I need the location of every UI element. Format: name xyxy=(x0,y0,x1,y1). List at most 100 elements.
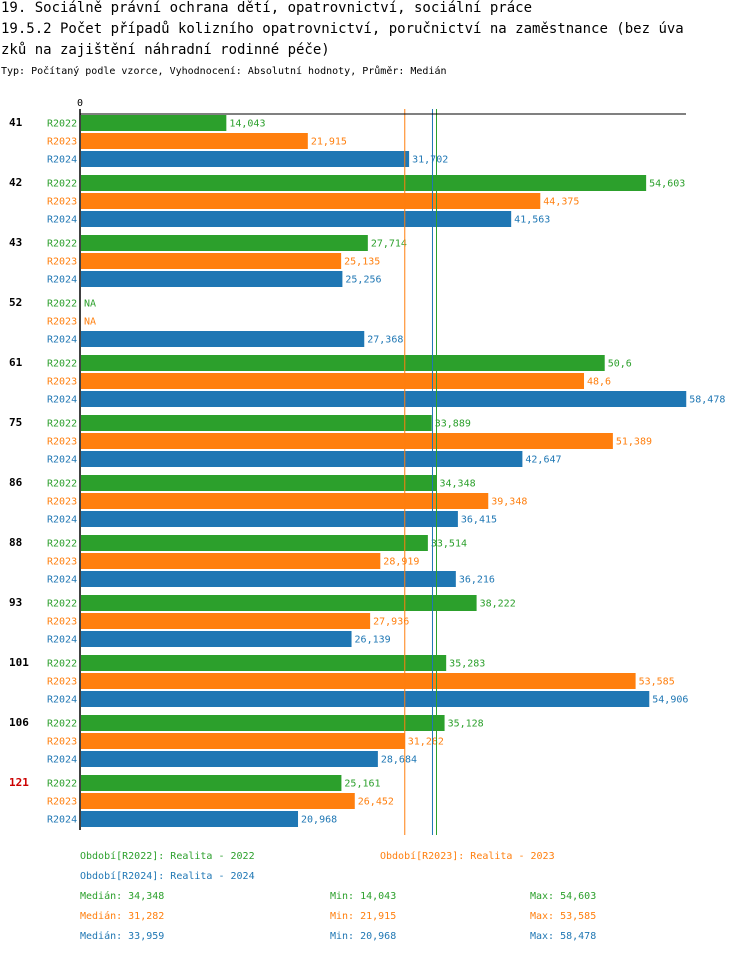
data-label: 27,368 xyxy=(367,335,403,346)
data-label: 54,906 xyxy=(652,695,688,706)
bar xyxy=(81,775,342,791)
bar xyxy=(81,391,687,407)
axis-zero-label: 0 xyxy=(77,98,83,109)
data-label: 48,6 xyxy=(587,377,611,388)
data-label: 31,702 xyxy=(412,155,448,166)
group-label: 41 xyxy=(9,116,23,129)
series-label: R2022 xyxy=(47,599,77,610)
bar xyxy=(81,553,381,569)
group-label: 101 xyxy=(9,656,29,669)
group-label: 86 xyxy=(9,476,23,489)
bar xyxy=(81,511,458,527)
series-label: R2023 xyxy=(47,137,77,148)
data-label: 26,452 xyxy=(358,797,394,808)
series-label: R2022 xyxy=(47,119,77,130)
data-label: 28,684 xyxy=(381,755,417,766)
data-label: 31,282 xyxy=(408,737,444,748)
legend-period-r2022: Období[R2022]: Realita - 2022 xyxy=(80,851,255,862)
series-label: R2023 xyxy=(47,377,77,388)
data-label: 26,139 xyxy=(355,635,391,646)
series-label: R2022 xyxy=(47,419,77,430)
series-label: R2022 xyxy=(47,359,77,370)
data-label: NA xyxy=(84,317,96,328)
data-label: 33,514 xyxy=(431,539,467,550)
series-label: R2024 xyxy=(47,275,77,286)
bar xyxy=(81,373,585,389)
data-label: 27,936 xyxy=(373,617,409,628)
series-label: R2022 xyxy=(47,659,77,670)
data-label: 51,389 xyxy=(616,437,652,448)
bar xyxy=(81,271,343,287)
chart-title-line3: zků na zajištění náhradní rodinné péče) xyxy=(1,42,330,58)
legend-max-r2022: Max: 54,603 xyxy=(530,891,597,902)
bar xyxy=(81,115,227,131)
series-label: R2023 xyxy=(47,437,77,448)
data-label: 44,375 xyxy=(543,197,579,208)
legend-period-r2023: Období[R2023]: Realita - 2023 xyxy=(380,851,555,862)
group-label: 121 xyxy=(9,776,29,789)
series-label: R2022 xyxy=(47,479,77,490)
group-label: 42 xyxy=(9,176,22,189)
data-label: 53,585 xyxy=(639,677,675,688)
series-label: R2024 xyxy=(47,575,77,586)
chart-title-line1: 19. Sociálně právní ochrana dětí, opatro… xyxy=(1,0,533,16)
bar xyxy=(81,211,512,227)
group-label: 106 xyxy=(9,716,29,729)
bar xyxy=(81,415,432,431)
series-label: R2023 xyxy=(47,737,77,748)
group-label: 93 xyxy=(9,596,22,609)
series-label: R2024 xyxy=(47,335,77,346)
chart-subtitle: Typ: Počítaný podle vzorce, Vyhodnocení:… xyxy=(1,66,447,77)
group-label: 61 xyxy=(9,356,23,369)
data-label: 35,128 xyxy=(448,719,484,730)
legend-period-r2024: Období[R2024]: Realita - 2024 xyxy=(80,871,255,882)
legend-max-r2023: Max: 53,585 xyxy=(530,911,597,922)
data-label: 41,563 xyxy=(514,215,550,226)
bar xyxy=(81,751,378,767)
bar xyxy=(81,631,352,647)
series-label: R2024 xyxy=(47,455,77,466)
series-label: R2024 xyxy=(47,395,77,406)
data-label: NA xyxy=(84,299,96,310)
group-label: 75 xyxy=(9,416,22,429)
series-label: R2023 xyxy=(47,797,77,808)
series-label: R2022 xyxy=(47,779,77,790)
series-label: R2022 xyxy=(47,719,77,730)
bar xyxy=(81,133,308,149)
bar xyxy=(81,733,405,749)
series-label: R2024 xyxy=(47,215,77,226)
bar xyxy=(81,715,445,731)
data-label: 39,348 xyxy=(491,497,527,508)
bar xyxy=(81,613,371,629)
data-label: 21,915 xyxy=(311,137,347,148)
series-label: R2023 xyxy=(47,497,77,508)
bar xyxy=(81,493,489,509)
series-label: R2023 xyxy=(47,557,77,568)
legend-min-r2023: Min: 21,915 xyxy=(330,911,397,922)
data-label: 42,647 xyxy=(525,455,561,466)
bar xyxy=(81,235,368,251)
series-label: R2024 xyxy=(47,815,77,826)
bar xyxy=(81,811,299,827)
legend-max-r2024: Max: 58,478 xyxy=(530,931,597,942)
series-label: R2022 xyxy=(47,539,77,550)
legend-min-r2022: Min: 14,043 xyxy=(330,891,397,902)
bar xyxy=(81,175,647,191)
series-label: R2022 xyxy=(47,299,77,310)
legend-median-r2022: Medián: 34,348 xyxy=(80,891,165,902)
bar xyxy=(81,193,541,209)
bar xyxy=(81,571,456,587)
data-label: 25,161 xyxy=(344,779,380,790)
data-label: 36,415 xyxy=(461,515,497,526)
data-label: 35,283 xyxy=(449,659,485,670)
series-label: R2022 xyxy=(47,239,77,250)
data-label: 25,256 xyxy=(345,275,381,286)
series-label: R2023 xyxy=(47,257,77,268)
group-label: 88 xyxy=(9,536,22,549)
series-label: R2022 xyxy=(47,179,77,190)
data-label: 36,216 xyxy=(459,575,495,586)
bar xyxy=(81,475,437,491)
chart-title-line2: 19.5.2 Počet případů kolizního opatrovni… xyxy=(1,21,684,37)
data-label: 33,889 xyxy=(435,419,471,430)
